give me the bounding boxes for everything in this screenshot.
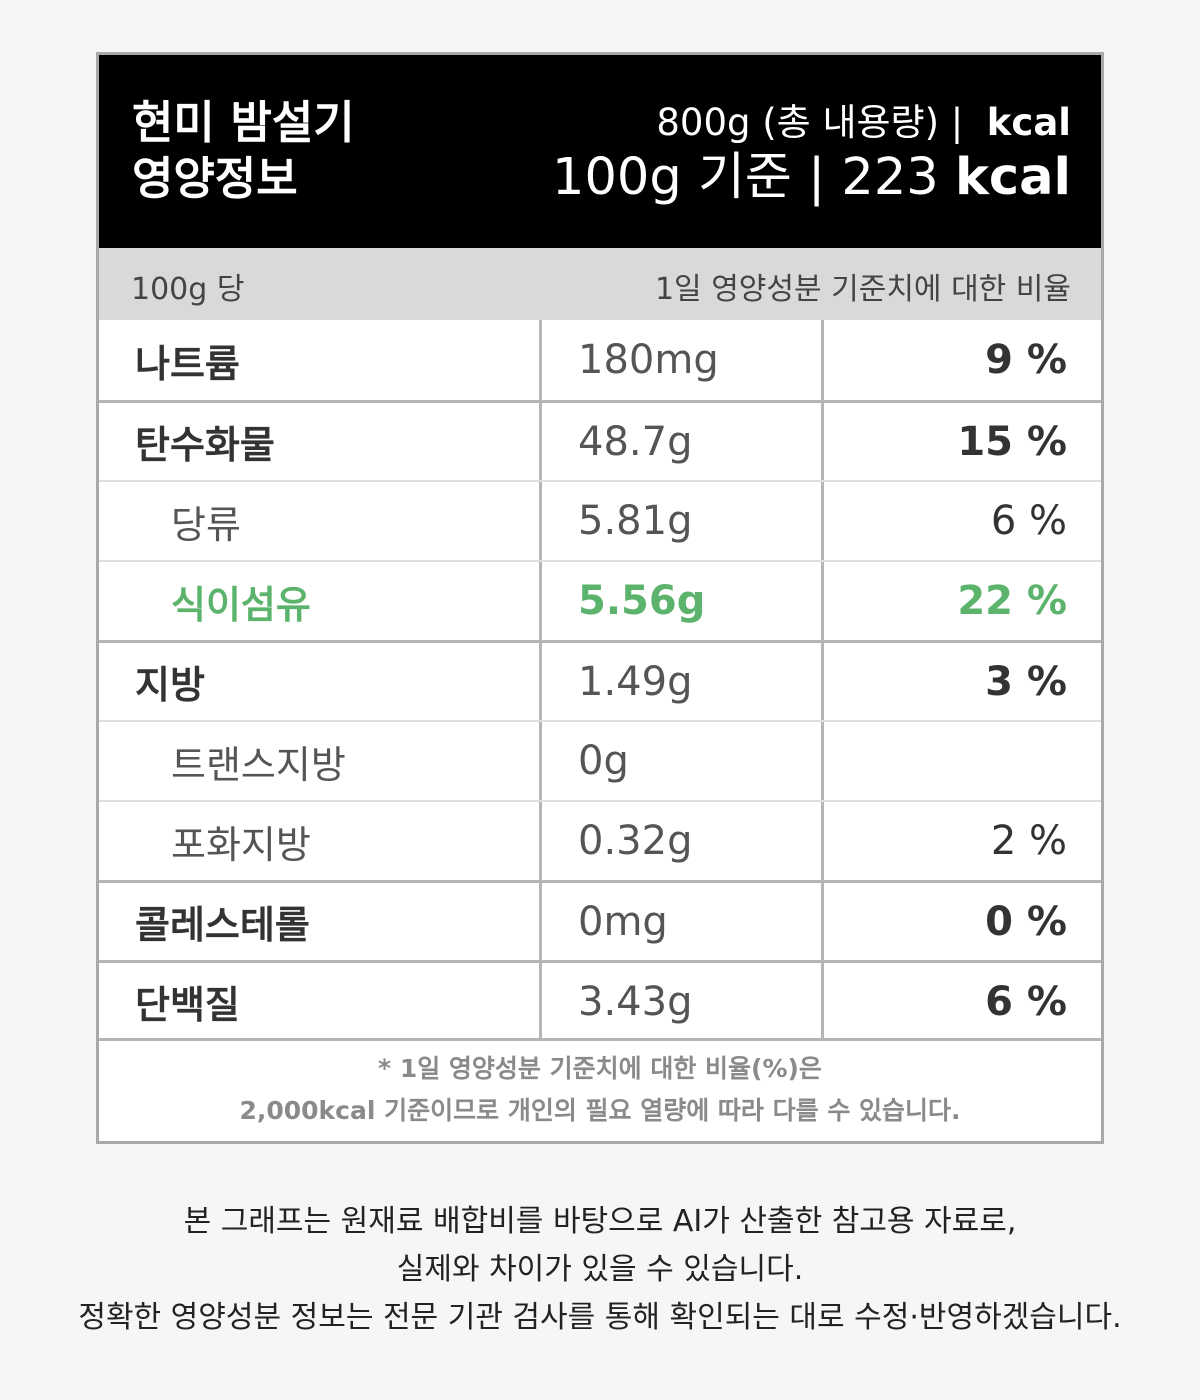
- table-row: 나트륨 180mg 9 %: [99, 320, 1101, 400]
- table-row: 단백질 3.43g 6 %: [99, 960, 1101, 1040]
- nutrient-percent: 15 %: [957, 418, 1067, 465]
- table-row: 지방 1.49g 3 %: [99, 640, 1101, 720]
- nutrient-percent: 22 %: [957, 578, 1067, 624]
- nutrient-name: 콜레스테롤: [135, 903, 310, 947]
- total-kcal-unit: kcal: [986, 101, 1071, 144]
- nutrient-value: 0.32g: [578, 818, 693, 864]
- disclaimer-line: 본 그래프는 원재료 배합비를 바탕으로 AI가 산출한 참고용 자료로,: [183, 1204, 1017, 1239]
- nutrient-value: 5.56g: [578, 578, 706, 624]
- per-100g-label: 100g 당: [131, 272, 245, 307]
- nutrient-name: 당류: [171, 502, 241, 547]
- nutrient-value: 3.43g: [578, 978, 693, 1025]
- disclaimer-line: 정확한 영양성분 정보는 전문 기관 검사를 통해 확인되는 대로 수정·반영하…: [78, 1300, 1122, 1335]
- nutrient-name: 탄수화물: [135, 423, 275, 467]
- nutrient-name: 지방: [135, 663, 205, 707]
- nutrient-value: 1.49g: [578, 658, 693, 705]
- nutrient-name: 단백질: [135, 983, 240, 1027]
- nutrient-percent: 0 %: [985, 898, 1067, 945]
- nutrition-info-title: 영양정보: [132, 152, 298, 205]
- nutrition-label: 현미 밤설기 영양정보 800g (총 내용량) | kcal 100g 기준 …: [96, 52, 1104, 1144]
- nutrition-header: 현미 밤설기 영양정보 800g (총 내용량) | kcal 100g 기준 …: [99, 55, 1101, 248]
- product-name: 현미 밤설기: [132, 96, 355, 149]
- total-content-line: 800g (총 내용량) | kcal: [656, 99, 1071, 147]
- per-100g-calories: 100g 기준 | 223 kcal: [552, 147, 1071, 209]
- table-row: 탄수화물 48.7g 15 %: [99, 400, 1101, 480]
- disclaimer-line: 실제와 차이가 있을 수 있습니다.: [396, 1252, 804, 1287]
- table-row: 당류 5.81g 6 %: [99, 480, 1101, 560]
- ai-disclaimer: 본 그래프는 원재료 배합비를 바탕으로 AI가 산출한 참고용 자료로, 실제…: [0, 1198, 1200, 1342]
- table-row: 포화지방 0.32g 2 %: [99, 800, 1101, 880]
- nutrient-percent: 3 %: [985, 658, 1067, 705]
- nutrient-value: 0g: [578, 738, 629, 784]
- nutrient-name: 포화지방: [171, 822, 311, 867]
- nutrient-percent: 6 %: [990, 498, 1067, 544]
- nutrient-percent: 2 %: [990, 818, 1067, 864]
- per-kcal-unit: kcal: [954, 148, 1071, 207]
- nutrient-name: 트랜스지방: [171, 742, 346, 787]
- daily-value-footnote: * 1일 영양성분 기준치에 대한 비율(%)은 2,000kcal 기준이므로…: [99, 1038, 1101, 1141]
- nutrient-value: 180mg: [578, 337, 719, 383]
- daily-value-label: 1일 영양성분 기준치에 대한 비율: [654, 272, 1071, 307]
- nutrient-value: 0mg: [578, 898, 668, 945]
- footnote-line: * 1일 영양성분 기준치에 대한 비율(%)은: [378, 1054, 822, 1083]
- nutrient-percent: 9 %: [985, 337, 1067, 383]
- table-row: 트랜스지방 0g: [99, 720, 1101, 800]
- nutrition-subheader: 100g 당 1일 영양성분 기준치에 대한 비율: [99, 248, 1101, 320]
- nutrient-name: 나트륨: [135, 341, 240, 386]
- product-title: 현미 밤설기 영양정보: [132, 95, 355, 207]
- table-row: 콜레스테롤 0mg 0 %: [99, 880, 1101, 960]
- nutrient-name: 식이섬유: [171, 582, 311, 627]
- table-row-highlighted: 식이섬유 5.56g 22 %: [99, 560, 1101, 640]
- per-100g-text: 100g 기준 | 223: [552, 148, 939, 207]
- nutrient-percent: 6 %: [985, 978, 1067, 1025]
- nutrient-value: 5.81g: [578, 498, 693, 544]
- total-content-text: 800g (총 내용량) |: [656, 101, 964, 144]
- nutrient-value: 48.7g: [578, 418, 693, 465]
- footnote-line: 2,000kcal 기준이므로 개인의 필요 열량에 따라 다를 수 있습니다.: [239, 1096, 961, 1125]
